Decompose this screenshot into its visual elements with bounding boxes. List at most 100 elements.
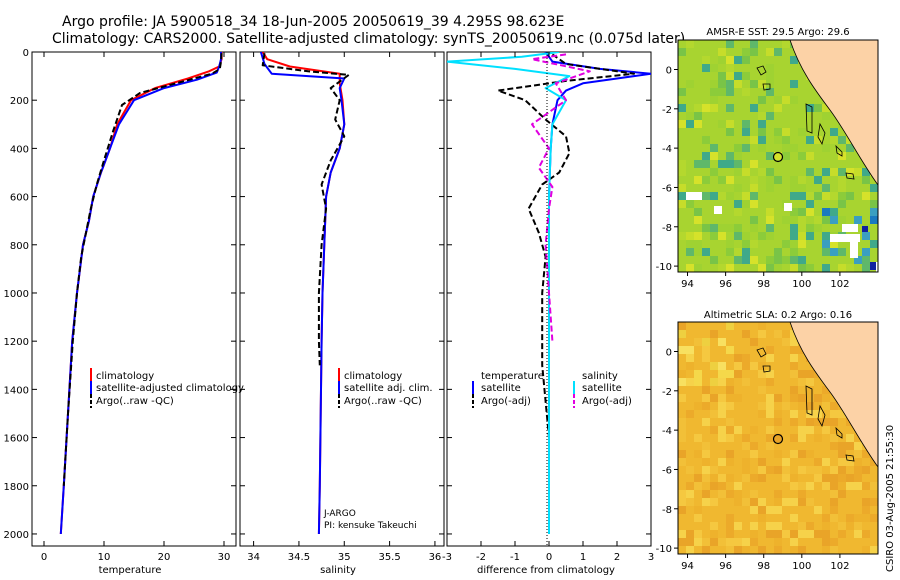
sst-cell [702, 224, 710, 232]
sla-cell [870, 506, 878, 514]
sla-cell [742, 418, 750, 426]
sst-cell [694, 248, 702, 256]
sst-cell [742, 248, 750, 256]
sst-cell [726, 88, 734, 96]
sst-cell [742, 240, 750, 248]
sla-cell [734, 322, 742, 330]
sla-cell [854, 466, 862, 474]
sla-cell [702, 498, 710, 506]
difference-axis-label: difference from climatology [477, 565, 615, 576]
sla-cell [726, 394, 734, 402]
sst-cell [742, 144, 750, 152]
sst-cell [750, 256, 758, 264]
sst-cell [686, 264, 694, 272]
sla-cell [782, 354, 790, 362]
sst-cell [782, 216, 790, 224]
legend-label-climatology: climatology [96, 371, 154, 382]
sla-cell [726, 458, 734, 466]
sla-cell [694, 450, 702, 458]
sst-cell [726, 160, 734, 168]
sla-cell [766, 482, 774, 490]
sst-cell [806, 168, 814, 176]
sla-cell [718, 402, 726, 410]
legend-label-sal-argo: Argo(-adj) [582, 396, 632, 407]
sla-cell [702, 402, 710, 410]
x-tick-label: 34 [247, 552, 260, 563]
sla-cell [702, 354, 710, 362]
sla-cell [694, 538, 702, 546]
sla-cell [678, 450, 686, 458]
sla-cell [806, 474, 814, 482]
sst-cell [758, 136, 766, 144]
sst-cell [790, 176, 798, 184]
sst-cell [838, 200, 846, 208]
sla-cell [678, 514, 686, 522]
sst-cell [766, 232, 774, 240]
sla-cell [726, 450, 734, 458]
sla-island-outlines [756, 347, 855, 462]
sla-cell [686, 530, 694, 538]
sla-cell [870, 482, 878, 490]
sst-cell [750, 136, 758, 144]
sst-cell [686, 112, 694, 120]
sla-cell [686, 482, 694, 490]
map-y-tick-label: -6 [662, 183, 672, 194]
sst-cell [726, 240, 734, 248]
sst-cell [774, 104, 782, 112]
sst-cell [838, 136, 846, 144]
sst-cell [846, 168, 854, 176]
sla-cell [854, 482, 862, 490]
sla-cell [678, 370, 686, 378]
sla-cell [742, 466, 750, 474]
y-tick-label: 1600 [4, 434, 29, 445]
sst-cell [710, 144, 718, 152]
sla-cell [822, 458, 830, 466]
sla-cell [686, 466, 694, 474]
sst-cell [774, 256, 782, 264]
sla-cell [798, 490, 806, 498]
x-tick-label: 36 [429, 552, 442, 563]
sst-cell [726, 56, 734, 64]
sla-cell [758, 386, 766, 394]
sst-cell [686, 80, 694, 88]
sla-cell [822, 546, 830, 554]
sla-cell [870, 458, 878, 466]
sst-cell [734, 184, 742, 192]
sla-cell [694, 378, 702, 386]
sst-cell [846, 144, 854, 152]
sla-cell [742, 458, 750, 466]
sla-cell [798, 498, 806, 506]
sla-cell [838, 506, 846, 514]
sst-cell [830, 248, 838, 256]
sla-cell [686, 378, 694, 386]
sst-cell [758, 112, 766, 120]
sla-cell [734, 538, 742, 546]
sla-cell [782, 458, 790, 466]
map-x-tick-label: 94 [681, 561, 694, 572]
sst-cell [862, 248, 870, 256]
sla-cell [774, 410, 782, 418]
sla-cell [774, 450, 782, 458]
sla-cell [790, 362, 798, 370]
sst-cell [726, 264, 734, 272]
sst-cell [774, 248, 782, 256]
sst-missing-cell [876, 262, 878, 272]
sst-cell [822, 192, 830, 200]
sla-cell [758, 330, 766, 338]
sst-cell [766, 216, 774, 224]
map-y-tick-label: -10 [656, 544, 672, 555]
sst-cell [830, 168, 838, 176]
sla-cell [870, 514, 878, 522]
sst-cell [790, 184, 798, 192]
sla-cell [726, 370, 734, 378]
sst-cell [694, 264, 702, 272]
argo-position-marker [772, 151, 784, 163]
sla-cell [774, 538, 782, 546]
sst-cell [870, 200, 878, 208]
sst-cell [718, 176, 726, 184]
sla-cell [734, 490, 742, 498]
sla-cell [782, 402, 790, 410]
sst-cell [822, 240, 830, 248]
sst-cell [854, 216, 862, 224]
sla-cell [678, 378, 686, 386]
